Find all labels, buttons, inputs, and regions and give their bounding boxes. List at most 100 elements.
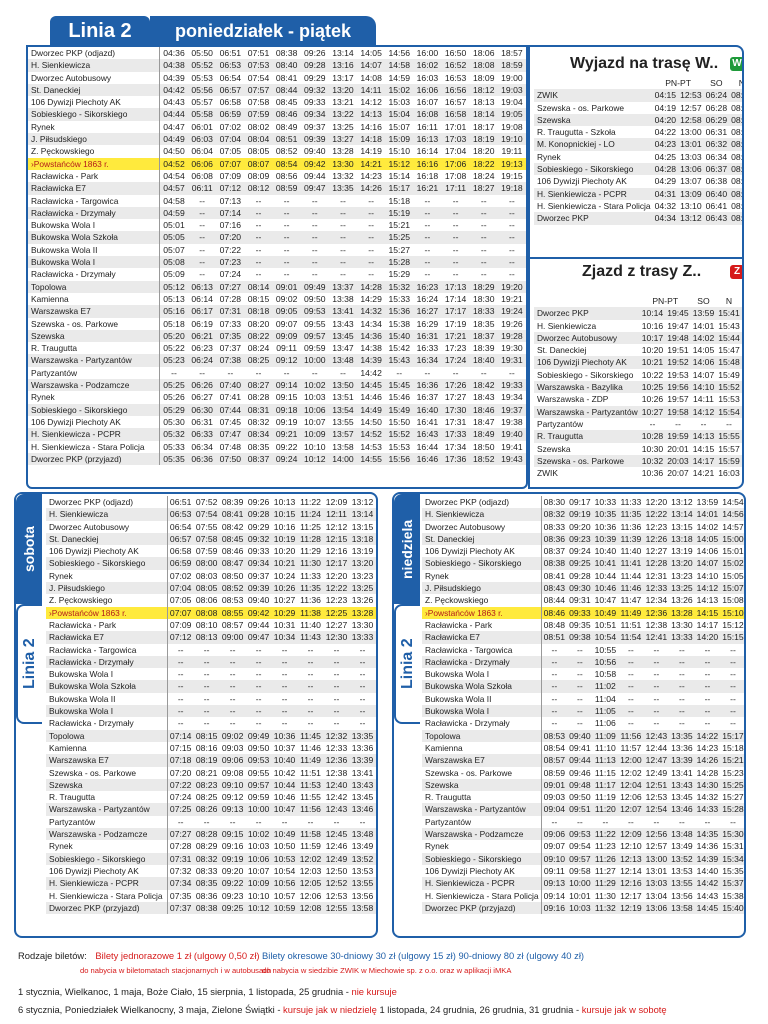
departure-time: 16:14 [416, 146, 439, 157]
stop-name: Szewska [46, 778, 168, 792]
departure-time: -- [283, 220, 290, 231]
departure-time: 07:22 [167, 778, 194, 792]
departure-time: 19:04 [501, 97, 523, 108]
departure-time: 15:35 [722, 865, 744, 876]
departure-time: 19:51 [667, 345, 689, 356]
departure-time: -- [203, 644, 210, 655]
stop-name: 106 Dywizji Piechoty AK [422, 864, 542, 878]
departure-time: -- [177, 718, 184, 729]
table-row: R. Traugutta 10:28 19:59 14:13 15:55 [534, 430, 742, 443]
departure-time: 19:52 [665, 356, 691, 369]
departure-time: 13:18 [669, 532, 695, 546]
departure-time: -- [244, 231, 273, 244]
departure-time: 08:39 [221, 497, 244, 507]
departure-time: 13:19 [351, 546, 374, 557]
departure-time: 09:22 [219, 877, 246, 890]
departure-time: 13:45 [671, 792, 693, 803]
departure-time: 09:25 [219, 901, 246, 915]
departure-time: 04:20 [652, 113, 679, 127]
stop-name: Szewska - os. Parkowe [46, 766, 168, 779]
departure-time: -- [255, 644, 262, 655]
departure-time: 16:13 [413, 133, 442, 146]
departure-time: -- [480, 244, 487, 255]
departure-time: 13:59 [696, 497, 719, 507]
departure-time: 07:05 [169, 595, 192, 606]
departure-time: 09:50 [304, 293, 326, 304]
departure-time: 14:32 [357, 305, 386, 318]
sunday-table: Dworzec PKP (odjazd) 08:30 09:17 10:33 11:33… [422, 496, 744, 915]
stop-name: H. Sienkiewicza - PCPR [534, 187, 653, 200]
departure-time: -- [480, 269, 487, 280]
departure-time: 06:58 [169, 546, 192, 557]
stop-name: Dworzec PKP (odjazd) [46, 496, 168, 509]
departure-time: 14:01 [694, 508, 721, 521]
departure-time: 14:56 [720, 508, 744, 521]
departure-time: 14:23 [360, 170, 382, 181]
departure-time: 09:53 [300, 305, 329, 318]
stop-name: Szewska [28, 329, 160, 343]
departure-time: 09:03 [221, 742, 244, 753]
departure-time: -- [576, 669, 583, 680]
departure-time: 16:33 [416, 343, 439, 354]
departure-time: 04:43 [163, 97, 185, 108]
departure-time: 15:15 [720, 631, 744, 644]
departure-time: 11:41 [618, 557, 644, 570]
stop-name: Dworzec PKP (przyjazd) [46, 901, 168, 915]
departure-time: 09:20 [221, 865, 244, 876]
stop-name: Racławicka - Targowica [422, 643, 542, 656]
departure-time: 08:55 [219, 606, 246, 619]
departure-time: 13:03 [680, 151, 702, 162]
departure-time: 13:38 [332, 293, 354, 304]
stop-name: Z. Pęckowskiego [46, 594, 168, 607]
departure-time: -- [576, 644, 583, 655]
departure-time: -- [730, 644, 736, 655]
departure-time: 07:38 [216, 354, 245, 367]
departure-time: 04:31 [652, 187, 679, 200]
table-row: Partyzantów -- -- -- -- -- -- -- -- [422, 815, 744, 829]
departure-time: 09:35 [569, 619, 591, 630]
stop-name: ›Powstańców 1863 r. [28, 157, 160, 170]
departure-time: 08:26 [193, 803, 220, 816]
departure-time: 10:35 [592, 508, 619, 521]
departure-time: -- [255, 269, 262, 280]
departure-time: 15:53 [718, 394, 740, 405]
departure-time: 16:27 [413, 305, 442, 318]
departure-time: -- [333, 718, 340, 729]
departure-time: 14:02 [696, 521, 719, 532]
departure-time: 09:57 [245, 778, 272, 792]
sunday-label: niedziela [399, 519, 415, 579]
departure-time: 08:36 [195, 890, 218, 901]
departure-time: 13:01 [645, 865, 668, 876]
departure-time: 10:00 [567, 877, 593, 890]
departure-time: -- [452, 367, 459, 378]
departure-time: 08:46 [221, 546, 244, 557]
table-row: Racławicka - Drzymały -- -- -- -- -- -- -- -- [46, 655, 376, 669]
departure-time: 17:06 [441, 157, 470, 170]
departure-time: -- [469, 231, 498, 244]
departure-time: 05:22 [163, 343, 185, 354]
departure-time: 12:27 [325, 619, 348, 630]
departure-time: 15:43 [385, 354, 414, 367]
stop-name: H. Sienkiewicza [422, 508, 542, 521]
departure-time: 11:20 [592, 803, 619, 816]
departure-time: 14:28 [696, 767, 719, 778]
depot-in-badge: Z [730, 265, 742, 279]
departure-time: -- [272, 231, 301, 244]
departure-time: 20:07 [667, 468, 689, 479]
departure-time: 16:18 [416, 170, 439, 181]
departure-time: 06:34 [705, 151, 728, 162]
departure-time: 13:58 [669, 901, 695, 915]
departure-time: 10:01 [569, 890, 591, 901]
table-row: Bukowska Wola II 05:07 -- 07:22 -- -- -- -- -- 15… [28, 243, 526, 257]
header-blank [534, 77, 653, 90]
departure-time: 05:52 [188, 59, 217, 72]
table-row: Bukowska Wola I -- -- -- -- -- -- -- -- [46, 668, 376, 681]
departure-time: 12:27 [645, 546, 668, 557]
departure-time: 09:37 [304, 121, 326, 132]
stop-name: St. Daneckiej [422, 532, 542, 546]
departure-time: -- [396, 367, 403, 378]
departure-time: 10:53 [271, 852, 298, 865]
table-row: H. Sienkiewicza - PCPR 07:34 08:35 09:22 10:… [46, 877, 376, 890]
departure-time: 09:13 [219, 803, 246, 816]
